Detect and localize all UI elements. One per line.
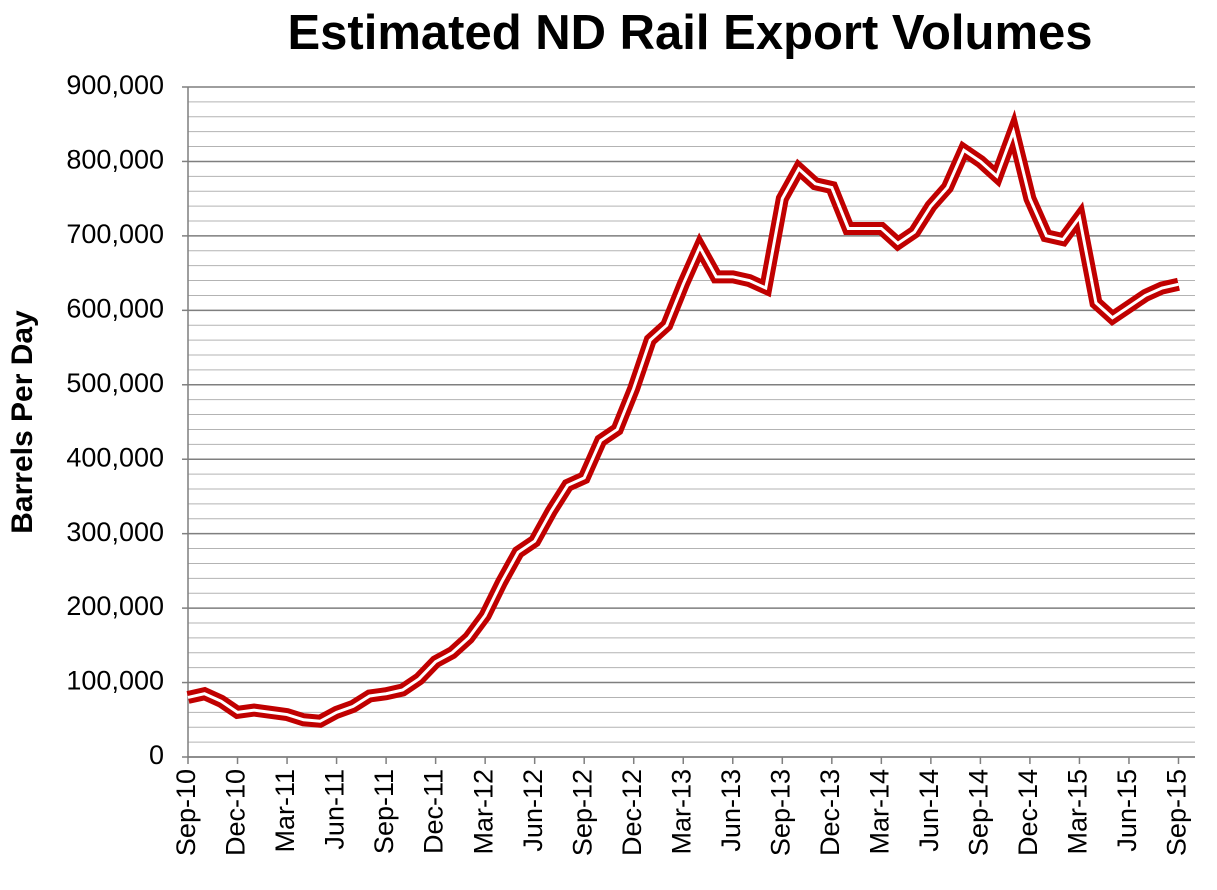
x-tick-label: Mar-13: [666, 769, 696, 855]
line-outer: [186, 109, 1180, 728]
x-tick-label: Jun-15: [1112, 769, 1142, 852]
x-tick-label: Sep-11: [369, 769, 399, 854]
x-tick-label: Jun-13: [716, 769, 746, 852]
x-tick-label: Sep-13: [765, 769, 795, 856]
x-tick-label: Dec-10: [221, 769, 251, 856]
y-axis-label: Barrels Per Day: [6, 310, 39, 534]
y-tick-label: 900,000: [66, 70, 164, 100]
y-tick-label: 800,000: [66, 145, 164, 175]
y-tick-label: 700,000: [66, 219, 164, 249]
y-tick-label: 400,000: [66, 442, 164, 472]
x-tick-label: Dec-14: [1013, 769, 1043, 856]
line-inner: [187, 126, 1179, 723]
x-tick-label: Sep-10: [171, 769, 201, 856]
y-tick-label: 500,000: [66, 368, 164, 398]
x-tick-label: Dec-12: [617, 769, 647, 856]
x-tick-label: Sep-12: [567, 769, 597, 856]
x-tick-label: Jun-12: [518, 769, 548, 852]
y-tick-label: 100,000: [66, 666, 164, 696]
chart-title: Estimated ND Rail Export Volumes: [287, 6, 1092, 60]
x-tick-label: Mar-15: [1063, 769, 1093, 855]
x-tick-label: Sep-15: [1162, 769, 1192, 856]
y-tick-label: 300,000: [66, 517, 164, 547]
x-tick-label: Mar-11: [270, 769, 300, 853]
y-tick-label: 0: [149, 740, 164, 770]
x-tick-label: Dec-13: [815, 769, 845, 856]
x-tick-label: Jun-11: [320, 769, 350, 850]
x-tick-label: Mar-14: [864, 769, 894, 855]
x-tick-label: Dec-11: [419, 769, 449, 854]
x-tick-label: Sep-14: [964, 769, 994, 856]
x-tick-label: Jun-14: [914, 769, 944, 852]
x-tick-label: Mar-12: [468, 769, 498, 855]
y-tick-label: 600,000: [66, 293, 164, 323]
y-tick-label: 200,000: [66, 591, 164, 621]
